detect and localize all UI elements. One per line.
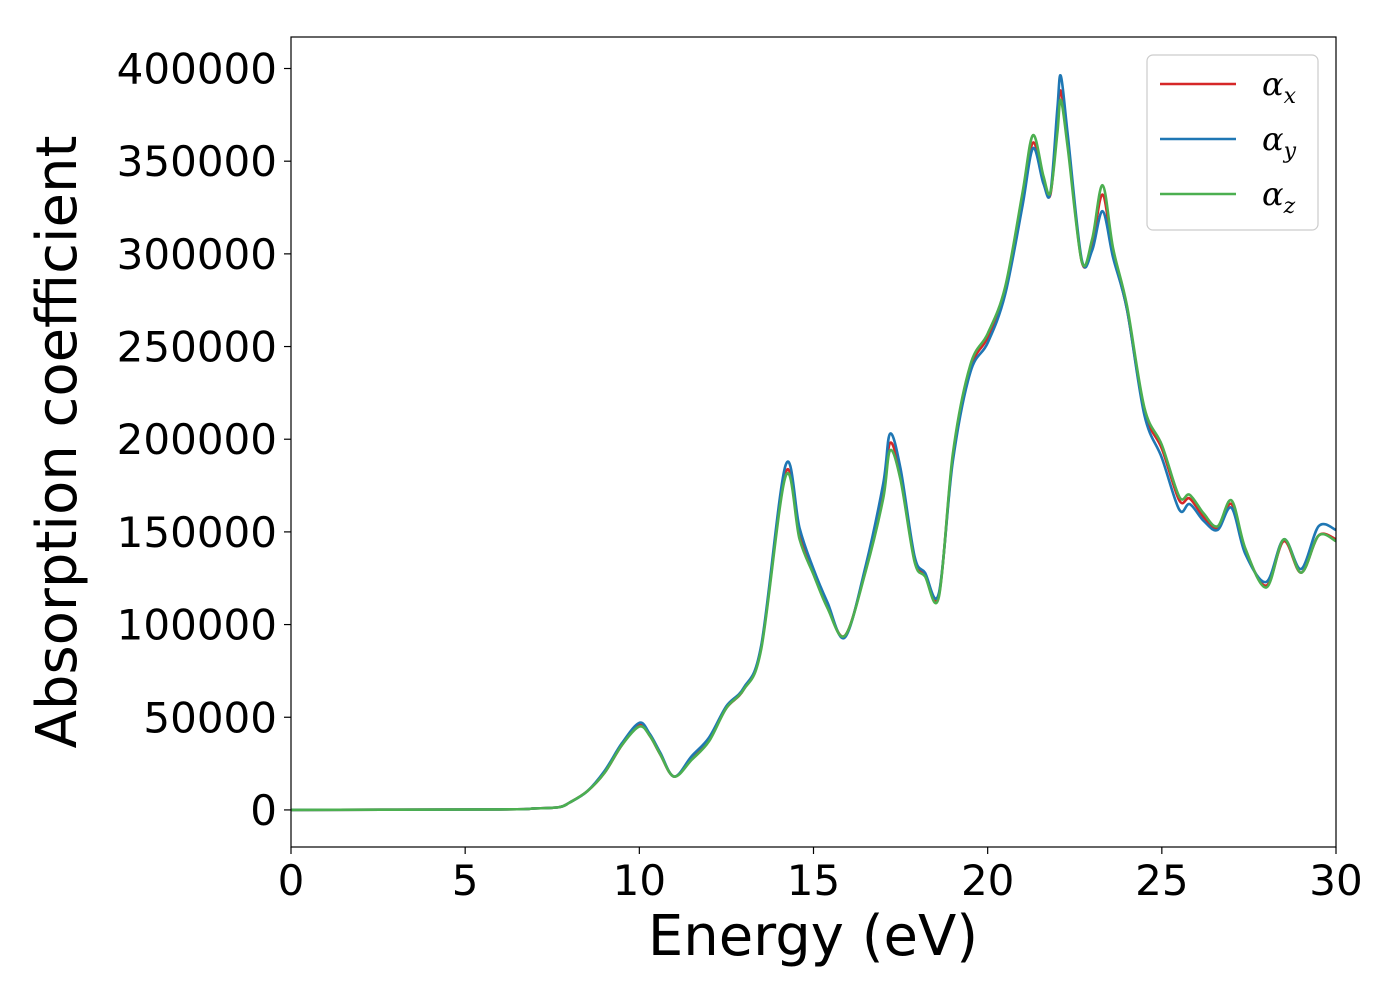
legend-subscript-y: y <box>1283 139 1297 164</box>
x-tick-label: 10 <box>613 856 666 905</box>
legend-subscript-x: x <box>1284 84 1297 109</box>
legend-box <box>1146 54 1319 231</box>
y-tick-label: 350000 <box>117 137 277 186</box>
y-axis-label: Absorption coefficient <box>25 136 90 749</box>
x-tick-label: 5 <box>452 856 479 905</box>
y-tick-label: 300000 <box>117 230 277 279</box>
y-axis-ticks: 0 50000 100000 150000 200000 250000 300000 3500… <box>117 45 291 835</box>
y-tick-label: 50000 <box>143 693 277 742</box>
x-tick-label: 0 <box>278 856 305 905</box>
y-tick-label: 200000 <box>117 415 277 464</box>
x-axis-label: Energy (eV) <box>648 904 978 969</box>
y-tick-label: 100000 <box>117 601 277 650</box>
x-axis-ticks: 0 5 10 15 20 25 30 <box>278 847 1363 905</box>
y-tick-label: 0 <box>250 786 277 835</box>
legend-subscript-z: z <box>1283 194 1296 219</box>
series-line-z <box>291 98 1336 812</box>
y-tick-label: 250000 <box>117 323 277 372</box>
x-tick-label: 25 <box>1135 856 1188 905</box>
x-tick-label: 30 <box>1309 856 1362 905</box>
y-tick-label: 150000 <box>117 508 277 557</box>
y-tick-label: 400000 <box>117 45 277 94</box>
x-tick-label: 15 <box>787 856 840 905</box>
x-tick-label: 20 <box>961 856 1014 905</box>
series-layer <box>291 74 1336 812</box>
